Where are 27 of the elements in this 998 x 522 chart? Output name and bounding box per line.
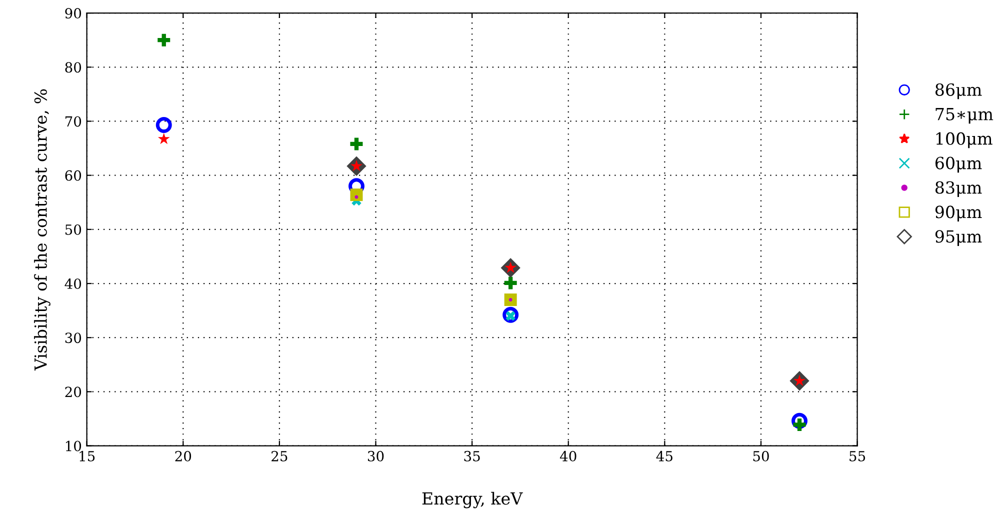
- x-tick-label: 50: [753, 450, 769, 462]
- y-tick-label: 20: [65, 386, 82, 398]
- legend-label: 90μm: [935, 206, 982, 222]
- y-tick-label: 50: [65, 224, 82, 235]
- y-tick-label: 10: [66, 440, 82, 452]
- x-axis-title: Energy, keV: [422, 492, 523, 508]
- legend-label: 95μm: [935, 230, 982, 246]
- x-tick-label: 15: [80, 450, 95, 462]
- y-tick-label: 30: [65, 332, 82, 344]
- legend-label: 100μm: [936, 132, 992, 148]
- y-tick-label: 80: [65, 62, 82, 73]
- x-tick-label: 35: [464, 450, 480, 462]
- x-tick-label: 40: [560, 450, 576, 462]
- y-tick-label: 60: [65, 170, 82, 181]
- x-tick-label: 30: [368, 450, 384, 462]
- legend-label: 60μm: [935, 156, 982, 173]
- x-tick-label: 25: [272, 450, 288, 462]
- x-tick-label: 20: [175, 450, 192, 462]
- y-axis-title: Visibility of the contrast curve, %: [34, 89, 50, 371]
- legend-label: 83μm: [935, 181, 982, 198]
- x-tick-label: 45: [656, 450, 672, 462]
- y-tick-label: 90: [65, 8, 82, 19]
- legend-label: 75∗μm: [936, 108, 994, 124]
- y-tick-label: 40: [64, 278, 82, 289]
- y-tick-label: 70: [65, 116, 82, 127]
- legend-label: 86μm: [935, 83, 982, 100]
- x-tick-label: 55: [850, 451, 866, 462]
